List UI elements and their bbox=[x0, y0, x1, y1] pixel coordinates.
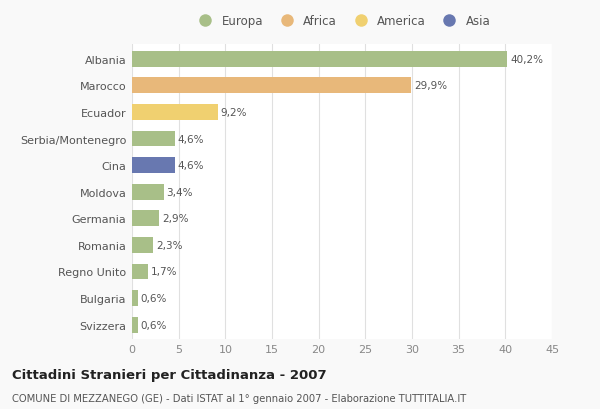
Text: Cittadini Stranieri per Cittadinanza - 2007: Cittadini Stranieri per Cittadinanza - 2… bbox=[12, 368, 326, 381]
Text: 0,6%: 0,6% bbox=[140, 293, 167, 303]
Text: 2,3%: 2,3% bbox=[156, 240, 183, 250]
Text: 40,2%: 40,2% bbox=[510, 54, 543, 65]
Text: 0,6%: 0,6% bbox=[140, 320, 167, 330]
Bar bbox=[132, 131, 175, 147]
Text: 1,7%: 1,7% bbox=[151, 267, 177, 277]
Bar bbox=[132, 264, 148, 280]
Bar bbox=[132, 78, 411, 94]
Legend: Europa, Africa, America, Asia: Europa, Africa, America, Asia bbox=[191, 13, 493, 30]
Bar bbox=[132, 158, 175, 174]
Text: 4,6%: 4,6% bbox=[178, 161, 204, 171]
Bar bbox=[132, 52, 507, 67]
Text: 2,9%: 2,9% bbox=[162, 214, 188, 224]
Bar bbox=[132, 317, 137, 333]
Bar bbox=[132, 105, 218, 121]
Text: 9,2%: 9,2% bbox=[221, 108, 247, 118]
Text: 4,6%: 4,6% bbox=[178, 134, 204, 144]
Text: 29,9%: 29,9% bbox=[414, 81, 447, 91]
Bar bbox=[132, 184, 164, 200]
Bar bbox=[132, 290, 137, 306]
Text: 3,4%: 3,4% bbox=[167, 187, 193, 197]
Bar bbox=[132, 237, 154, 253]
Bar bbox=[132, 211, 159, 227]
Text: COMUNE DI MEZZANEGO (GE) - Dati ISTAT al 1° gennaio 2007 - Elaborazione TUTTITAL: COMUNE DI MEZZANEGO (GE) - Dati ISTAT al… bbox=[12, 393, 466, 402]
